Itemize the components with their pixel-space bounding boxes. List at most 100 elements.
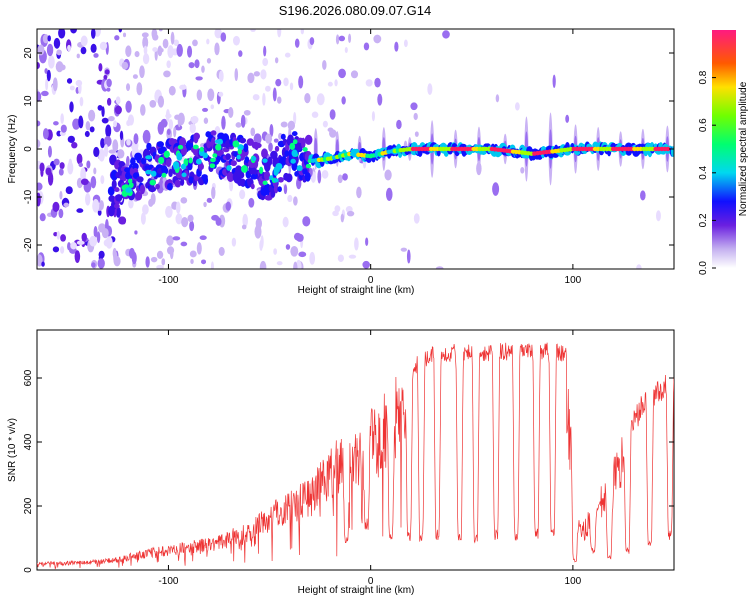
spectrogram-blob <box>275 78 282 87</box>
spectrogram-blob <box>218 91 224 97</box>
spectrogram-blob <box>238 171 245 179</box>
spectrogram-blob <box>195 76 203 81</box>
spectrogram-blob <box>111 179 117 190</box>
spectrogram-blob <box>552 74 556 88</box>
spectrogram-blob <box>145 155 152 160</box>
spectrogram-blob <box>90 29 96 39</box>
spectrogram-blob <box>210 104 215 110</box>
spectrogram-x-label: Height of straight line (km) <box>298 285 415 296</box>
y-tick-label: 600 <box>23 369 34 386</box>
spectrogram-blob <box>199 146 204 152</box>
spectrogram-blob <box>309 251 316 265</box>
spectrogram-blob <box>322 120 328 128</box>
spectrogram-blob <box>177 144 184 150</box>
spectrogram-blob <box>280 133 286 140</box>
spectrogram-blob <box>304 172 311 182</box>
spectrogram-blob <box>356 186 362 199</box>
spectrogram-blob <box>132 167 139 174</box>
spectrogram-blob <box>60 246 65 254</box>
spectrogram-blob <box>207 88 215 102</box>
spectrogram-blob <box>128 247 135 259</box>
figure-title: S196.2026.080.09.07.G14 <box>279 3 432 18</box>
spectrogram-blobs <box>37 29 674 269</box>
spectrogram-blob <box>243 109 251 116</box>
spectrogram-blob <box>58 208 64 219</box>
spectrogram-blob <box>327 81 333 87</box>
spectrogram-blob <box>93 53 99 58</box>
spectrogram-blob <box>175 201 181 214</box>
spectrogram-blob <box>81 232 87 242</box>
spectrogram-blob <box>665 146 671 152</box>
spectrogram-blob <box>225 153 231 161</box>
spectrogram-blob <box>293 112 297 125</box>
spectrogram-blob <box>295 233 304 242</box>
spectrogram-blob <box>277 186 282 193</box>
spectrogram-blob <box>168 85 176 96</box>
spectrogram-blob <box>168 168 173 178</box>
spectrogram-blob <box>100 175 105 185</box>
spectrogram-blob <box>492 182 500 196</box>
spectrogram-blob <box>97 258 105 269</box>
spectrogram-blob <box>250 29 256 32</box>
spectrogram-blob <box>268 142 273 152</box>
spectrogram-blob <box>293 196 298 206</box>
spectrogram-blob <box>80 35 88 47</box>
spectrogram-blob <box>206 38 210 45</box>
spectrogram-blob <box>143 45 148 55</box>
spectrogram-blob <box>134 152 143 161</box>
spectrogram-blob <box>93 146 100 158</box>
spectrogram-blob <box>141 32 149 38</box>
spectrogram-blob <box>334 205 341 213</box>
spectrogram-blob <box>132 162 139 171</box>
spectrogram-blob <box>283 77 289 87</box>
spectrogram-blob <box>346 210 355 217</box>
spectrogram-blob <box>263 45 267 57</box>
spectrogram-blob <box>291 149 298 157</box>
spectrogram-blob <box>350 70 359 79</box>
snr-x-ticks: -100 0 100 <box>158 330 582 587</box>
y-tick-label: 400 <box>23 433 34 450</box>
spectrogram-blob <box>192 144 199 150</box>
spectrogram-blob <box>267 156 273 166</box>
spectrogram-blob <box>344 46 348 54</box>
spectrogram-blob <box>248 197 255 208</box>
spectrogram-blob <box>59 162 65 170</box>
spectrogram-blob <box>86 160 91 169</box>
colorbar-tick-label: 0.0 <box>698 261 709 275</box>
spectrogram-blob <box>221 115 226 130</box>
spectrogram-blob <box>495 94 500 103</box>
spectrogram-blob <box>78 115 84 129</box>
spectrogram-blob <box>85 192 91 206</box>
spectrogram-blob <box>142 204 149 215</box>
spectrogram-blob <box>199 163 204 170</box>
spectrogram-blob <box>103 135 112 147</box>
spectrogram-blob <box>107 97 112 106</box>
spectrogram-blob <box>435 266 444 269</box>
spectrogram-blob <box>105 124 112 138</box>
spectrogram-blob <box>188 157 193 164</box>
spectrogram-blob <box>192 39 198 47</box>
y-tick-label: -20 <box>23 237 34 252</box>
spectrogram-blob <box>80 178 89 186</box>
spectrogram-blob <box>287 194 293 203</box>
spectrogram-blob <box>118 29 123 33</box>
spectrogram-blob <box>108 149 117 154</box>
colorbar-bar <box>712 30 736 268</box>
spectrogram-blob <box>243 143 249 153</box>
x-tick-label: -100 <box>158 275 178 286</box>
spectrogram-blob <box>104 144 109 157</box>
spectrogram-blob <box>362 260 370 269</box>
spectrogram-blob <box>215 217 222 226</box>
spectrogram-blob <box>98 148 105 162</box>
spectrogram-blob <box>304 134 313 145</box>
spectrogram-blob <box>69 101 74 113</box>
spectrogram-blob <box>42 34 49 44</box>
spectrogram-blob <box>127 178 133 184</box>
spectrogram-blob <box>276 261 283 266</box>
spectrogram-blob <box>90 175 97 189</box>
y-tick-label: 20 <box>23 47 34 59</box>
spectrogram-blob <box>265 85 271 92</box>
spectrogram-blob <box>338 35 346 42</box>
spectrogram-blob <box>52 77 58 92</box>
spectrogram-blob <box>309 37 315 45</box>
